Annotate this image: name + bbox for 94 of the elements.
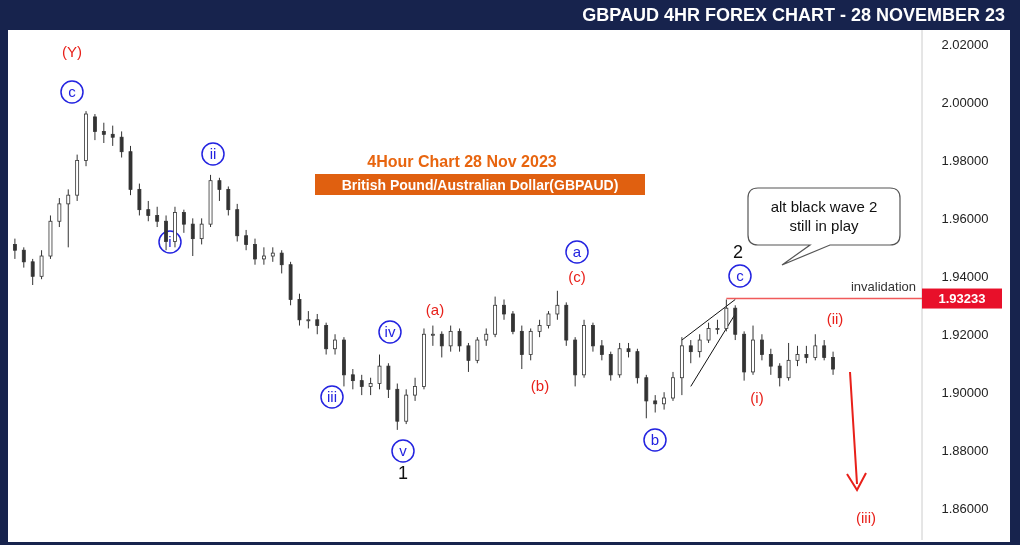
candlestick <box>190 217 195 257</box>
annotation: iii <box>327 388 337 406</box>
annotation: alt black wave 2 still in play <box>770 198 878 234</box>
annotation: (b) <box>530 377 550 395</box>
candlestick <box>324 322 329 356</box>
candlestick <box>199 217 204 245</box>
y-tick-label: 1.98000 <box>941 152 989 168</box>
candlestick <box>591 322 595 353</box>
candlestick <box>502 298 506 321</box>
candlestick <box>66 188 71 248</box>
annotation: c <box>736 267 745 285</box>
annotation: ii <box>209 145 217 163</box>
candlestick <box>697 333 702 358</box>
candlestick <box>822 339 827 361</box>
candlestick <box>119 130 124 158</box>
y-tick-label: 1.92000 <box>941 326 989 342</box>
annotation: 1 <box>397 463 409 484</box>
candlestick <box>466 342 471 373</box>
candlestick <box>333 333 337 356</box>
candlestick <box>21 246 26 269</box>
candlestick <box>386 362 391 399</box>
candlestick <box>760 333 764 361</box>
candlestick <box>57 197 62 228</box>
candlestick <box>511 310 515 335</box>
candlestick <box>146 200 151 222</box>
y-tick-label: 2.00000 <box>941 94 989 110</box>
candlestick <box>350 368 355 390</box>
y-tick-label: 1.86000 <box>941 500 989 516</box>
y-tick-label: 1.96000 <box>941 210 989 226</box>
annotation: b <box>650 431 660 449</box>
candlestick <box>279 249 284 274</box>
candlestick <box>662 391 666 411</box>
candlestick <box>439 330 444 358</box>
annotation: 4Hour Chart 28 Nov 2023 <box>367 153 557 170</box>
annotation: 2 <box>732 242 744 263</box>
candlestick <box>359 374 364 396</box>
candlestick <box>39 249 44 280</box>
annotation: c <box>68 83 77 101</box>
annotation: (Y) <box>62 43 82 61</box>
candlestick <box>608 351 613 382</box>
candlestick <box>101 122 106 144</box>
y-tick-label: 1.88000 <box>941 442 989 458</box>
candlestick <box>253 238 257 266</box>
candlestick <box>137 183 142 216</box>
annotation: v <box>399 442 408 460</box>
candlestick <box>413 377 417 402</box>
candlestick <box>30 258 35 286</box>
candlestick <box>448 325 453 353</box>
candlestick <box>671 371 675 402</box>
candlestick <box>297 293 302 327</box>
candlestick <box>262 246 266 266</box>
annotation: iv <box>384 323 396 341</box>
candlestick <box>599 339 604 361</box>
y-tick-label: 1.90000 <box>941 384 989 400</box>
candlestick <box>377 354 382 390</box>
annotation: (a) <box>425 301 445 319</box>
candlestick <box>475 336 480 364</box>
candlestick <box>555 290 560 321</box>
candlestick <box>644 374 649 419</box>
candlestick <box>706 322 711 344</box>
candlestick <box>688 339 693 364</box>
annotation: British Pound/Australian Dollar(GBPAUD) <box>341 176 619 193</box>
candlestick <box>457 327 462 353</box>
annotation: a <box>572 243 582 261</box>
candlestick <box>93 113 97 141</box>
chart-title: GBPAUD 4HR FOREX CHART - 28 NOVEMBER 23 <box>582 5 1005 25</box>
y-tick-label: 2.02000 <box>941 37 989 53</box>
candlestick <box>795 345 800 367</box>
candlestick <box>813 333 818 361</box>
ref-line-label: invalidation <box>850 278 916 294</box>
candlestick <box>226 185 231 216</box>
candlestick <box>768 348 773 376</box>
annotation: (i) <box>750 389 764 407</box>
candlestick <box>164 214 168 251</box>
candlestick <box>519 325 524 370</box>
candlestick <box>315 313 320 335</box>
candlestick <box>244 229 249 251</box>
y-tick-label: 1.94000 <box>941 268 989 284</box>
candlestick <box>110 125 115 147</box>
annotation: (c) <box>568 268 586 286</box>
annotation: i <box>168 233 172 251</box>
candlestick <box>724 298 729 332</box>
candlestick <box>155 206 160 228</box>
candlestick <box>777 362 782 387</box>
text: 1.93233 <box>938 291 986 307</box>
candlestick <box>181 209 186 234</box>
candlestick <box>217 177 222 202</box>
candlestick <box>430 325 435 347</box>
annotation: (ii) <box>826 310 844 328</box>
candlestick <box>12 238 17 260</box>
candlestick <box>831 351 835 376</box>
candlestick <box>528 327 533 361</box>
annotation: (iii) <box>856 509 876 527</box>
candlestick <box>786 342 791 382</box>
